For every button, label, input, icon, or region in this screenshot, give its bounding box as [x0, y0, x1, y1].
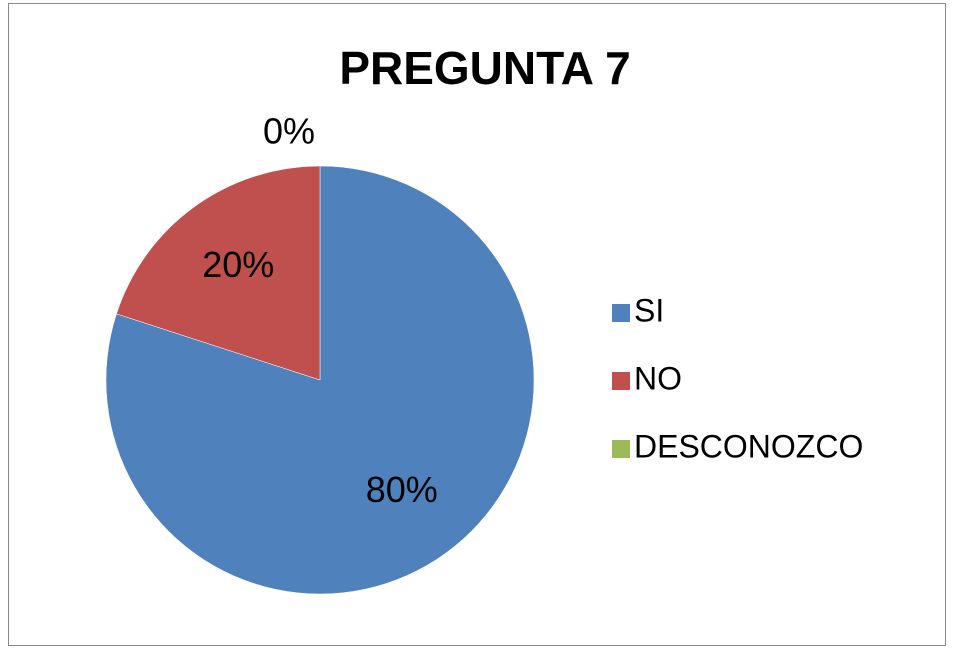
data-label: 0%	[263, 110, 315, 151]
legend-label: SI	[634, 292, 664, 328]
legend-swatch	[612, 304, 630, 322]
chart-title: PREGUNTA 7	[339, 42, 630, 94]
legend-swatch	[612, 372, 630, 390]
legend-label: DESCONOZCO	[634, 428, 863, 464]
legend-swatch	[612, 440, 630, 458]
legend-label: NO	[634, 360, 682, 396]
data-label: 20%	[202, 244, 274, 285]
pie-slice	[116, 165, 321, 381]
data-label: 80%	[366, 469, 438, 510]
